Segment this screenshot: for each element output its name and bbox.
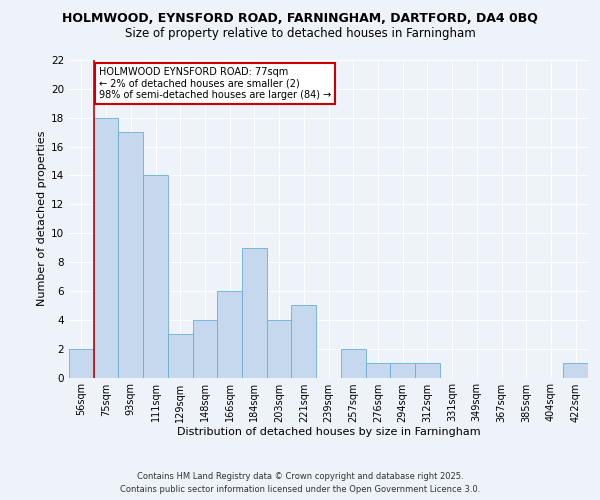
X-axis label: Distribution of detached houses by size in Farningham: Distribution of detached houses by size … — [176, 428, 481, 438]
Bar — [242, 248, 267, 378]
Bar — [69, 348, 94, 378]
Bar — [217, 291, 242, 378]
Text: Contains HM Land Registry data © Crown copyright and database right 2025.: Contains HM Land Registry data © Crown c… — [137, 472, 463, 481]
Bar — [563, 363, 588, 378]
Bar — [143, 176, 168, 378]
Bar — [292, 306, 316, 378]
Bar — [341, 348, 365, 378]
Text: Contains public sector information licensed under the Open Government Licence 3.: Contains public sector information licen… — [120, 485, 480, 494]
Bar — [390, 363, 415, 378]
Text: HOLMWOOD EYNSFORD ROAD: 77sqm
← 2% of detached houses are smaller (2)
98% of sem: HOLMWOOD EYNSFORD ROAD: 77sqm ← 2% of de… — [98, 67, 331, 100]
Bar — [193, 320, 217, 378]
Bar — [365, 363, 390, 378]
Bar — [267, 320, 292, 378]
Bar — [168, 334, 193, 378]
Text: HOLMWOOD, EYNSFORD ROAD, FARNINGHAM, DARTFORD, DA4 0BQ: HOLMWOOD, EYNSFORD ROAD, FARNINGHAM, DAR… — [62, 12, 538, 26]
Text: Size of property relative to detached houses in Farningham: Size of property relative to detached ho… — [125, 28, 475, 40]
Bar — [94, 118, 118, 378]
Y-axis label: Number of detached properties: Number of detached properties — [37, 131, 47, 306]
Bar — [415, 363, 440, 378]
Bar — [118, 132, 143, 378]
